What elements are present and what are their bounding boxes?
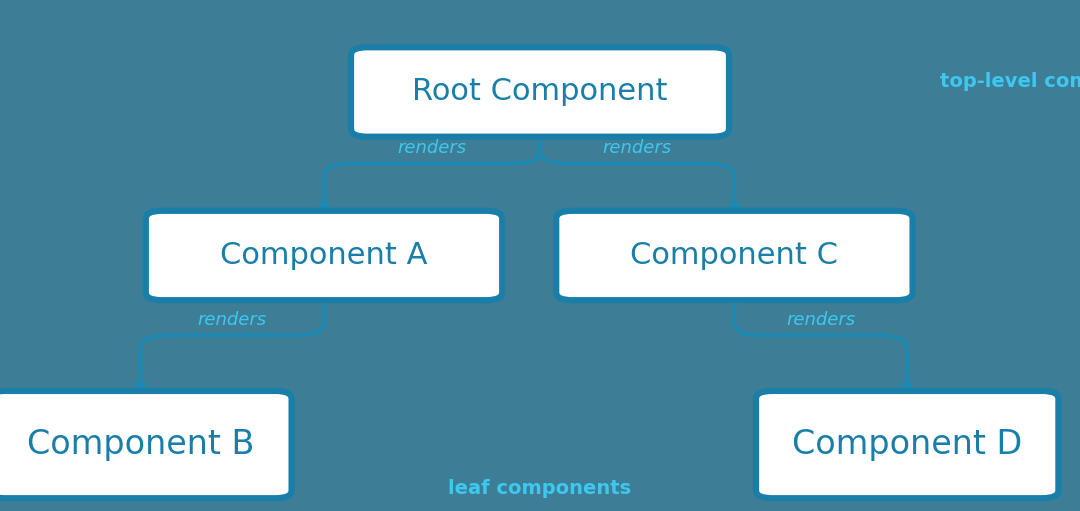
- Text: Component C: Component C: [631, 241, 838, 270]
- Text: renders: renders: [397, 140, 467, 157]
- FancyBboxPatch shape: [146, 211, 502, 300]
- Text: renders: renders: [603, 140, 672, 157]
- FancyBboxPatch shape: [756, 391, 1058, 498]
- Text: Component D: Component D: [792, 428, 1023, 461]
- Text: top-level components: top-level components: [940, 72, 1080, 91]
- Text: Component A: Component A: [220, 241, 428, 270]
- Text: leaf components: leaf components: [448, 478, 632, 498]
- FancyBboxPatch shape: [351, 48, 729, 137]
- Text: renders: renders: [786, 311, 855, 329]
- FancyBboxPatch shape: [0, 391, 292, 498]
- Text: Component B: Component B: [27, 428, 254, 461]
- Text: Root Component: Root Component: [413, 78, 667, 106]
- Text: renders: renders: [198, 311, 267, 329]
- FancyBboxPatch shape: [556, 211, 913, 300]
